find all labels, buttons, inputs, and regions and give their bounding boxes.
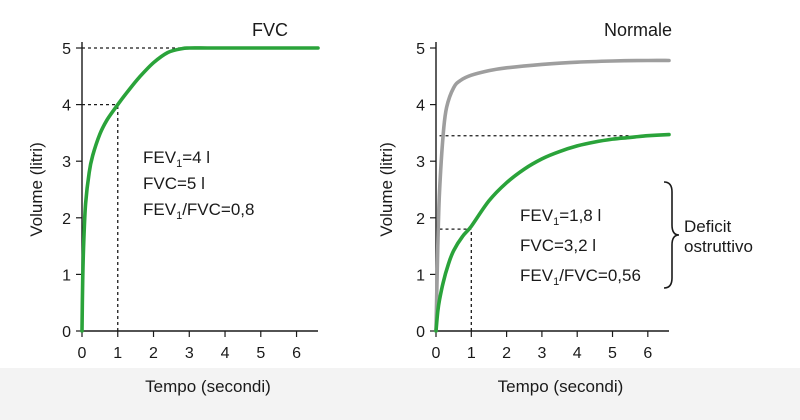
y-tick-label: 0 [416,324,425,341]
curve-normale [80,46,320,333]
chart-2: 0 1 2 3 4 5 0 1 2 3 4 5 6 Tempo (secondi) Volume (litr… [377,20,753,396]
annotation-line: FEV1=1,8 l [520,206,601,228]
x-axis-label: Tempo (secondi) [145,377,271,396]
y-tick-label: 1 [62,267,71,284]
y-tick-label: 4 [416,98,425,115]
y-tick-label: 0 [62,324,71,341]
bracket-label: ostruttivo [684,237,753,256]
curly-bracket [663,181,680,289]
x-axis-label: Tempo (secondi) [498,377,624,396]
y-axis-label: Volume (litri) [27,142,46,236]
y-tick-label: 1 [416,267,425,284]
x-tick-label: 2 [149,345,158,362]
chart-title: FVC [252,20,288,40]
x-tick-label: 2 [502,345,511,362]
y-tick-label: 3 [416,154,425,171]
x-tick-label: 1 [113,345,122,362]
y-tick-label: 5 [62,41,71,58]
x-tick-label: 0 [432,345,441,362]
y-tick-label: 3 [62,154,71,171]
y-axis-label: Volume (litri) [377,142,396,236]
bracket-label: Deficit [684,217,732,236]
y-tick-label: 2 [416,211,425,228]
x-tick-label: 4 [221,345,230,362]
x-tick-label: 1 [467,345,476,362]
annotation-line: FVC=5 l [143,174,205,193]
chart-1: 0 1 2 3 4 5 0 1 2 3 4 5 6 Tempo (secondi) Volume (litr… [27,20,320,396]
x-tick-label: 4 [573,345,582,362]
annotation-line: FEV1=4 l [143,148,210,170]
x-tick-label: 6 [292,345,301,362]
x-tick-label: 0 [78,345,87,362]
x-tick-label: 6 [643,345,652,362]
x-tick-label: 3 [537,345,546,362]
y-tick-label: 4 [62,98,71,115]
bottom-band [0,368,800,420]
curve-normale [434,58,671,333]
annotation-line: FEV1/FVC=0,8 [143,200,254,222]
x-tick-label: 5 [608,345,617,362]
y-tick-label: 5 [416,41,425,58]
x-tick-label: 5 [256,345,265,362]
chart-title: Normale [604,20,672,40]
annotation-line: FEV1/FVC=0,56 [520,266,641,288]
y-tick-label: 2 [62,211,71,228]
x-tick-label: 3 [185,345,194,362]
annotation-line: FVC=3,2 l [520,236,596,255]
curve-deficit-ostruttivo [434,132,671,333]
